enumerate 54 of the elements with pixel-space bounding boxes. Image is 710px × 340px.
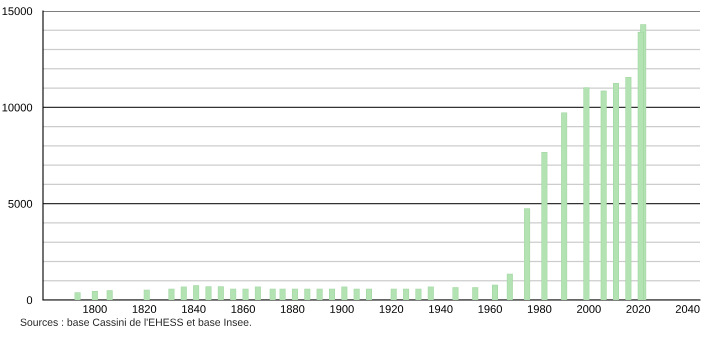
x-tick-label: 2020 (626, 305, 650, 314)
bar (328, 288, 335, 300)
bar (254, 286, 261, 300)
bar (366, 288, 372, 300)
bar (193, 285, 200, 300)
bar (270, 288, 276, 300)
bar (492, 284, 498, 300)
bar (280, 288, 286, 300)
bar (144, 290, 150, 300)
x-tick-label: 1900 (330, 305, 354, 314)
bar (92, 291, 98, 300)
bar (341, 286, 348, 300)
bar (316, 288, 323, 300)
x-tick-label: 2040 (676, 305, 700, 314)
bar (600, 90, 607, 300)
bar (292, 288, 298, 300)
bar (230, 288, 236, 300)
bar (242, 288, 249, 300)
bar (452, 287, 458, 300)
x-tick-label: 2000 (577, 305, 601, 314)
bar (524, 208, 530, 300)
bar (403, 288, 410, 300)
bar (304, 288, 310, 300)
bar (583, 87, 590, 300)
x-tick-label: 1940 (429, 305, 453, 314)
x-tick-label: 1920 (380, 305, 404, 314)
bar (541, 152, 548, 300)
source-note: Sources : base Cassini de l'EHESS et base Insee. (20, 318, 251, 326)
bar (205, 286, 212, 300)
bar (428, 286, 434, 300)
bar (613, 82, 620, 300)
y-tick-label: 0 (26, 296, 32, 304)
bar (180, 286, 187, 300)
x-tick-label: 1840 (182, 305, 206, 314)
bar (390, 288, 397, 300)
bar (218, 286, 224, 300)
bar (74, 292, 81, 300)
x-tick-label: 1880 (280, 305, 304, 314)
bar (561, 112, 568, 300)
y-tick-label: 5000 (8, 200, 32, 208)
bar (472, 287, 478, 300)
x-tick-label: 1800 (83, 305, 107, 314)
x-tick-label: 1860 (232, 305, 255, 314)
bar (354, 288, 360, 300)
bar (625, 76, 632, 300)
bar (106, 290, 113, 300)
bar (415, 288, 422, 300)
bar (168, 288, 174, 300)
y-tick-label: 10000 (2, 104, 32, 112)
y-tick-label: 15000 (2, 7, 32, 16)
x-tick-label: 1960 (478, 305, 502, 314)
x-tick-label: 1980 (528, 305, 552, 314)
x-tick-label: 1820 (132, 305, 156, 314)
bar (506, 274, 513, 300)
